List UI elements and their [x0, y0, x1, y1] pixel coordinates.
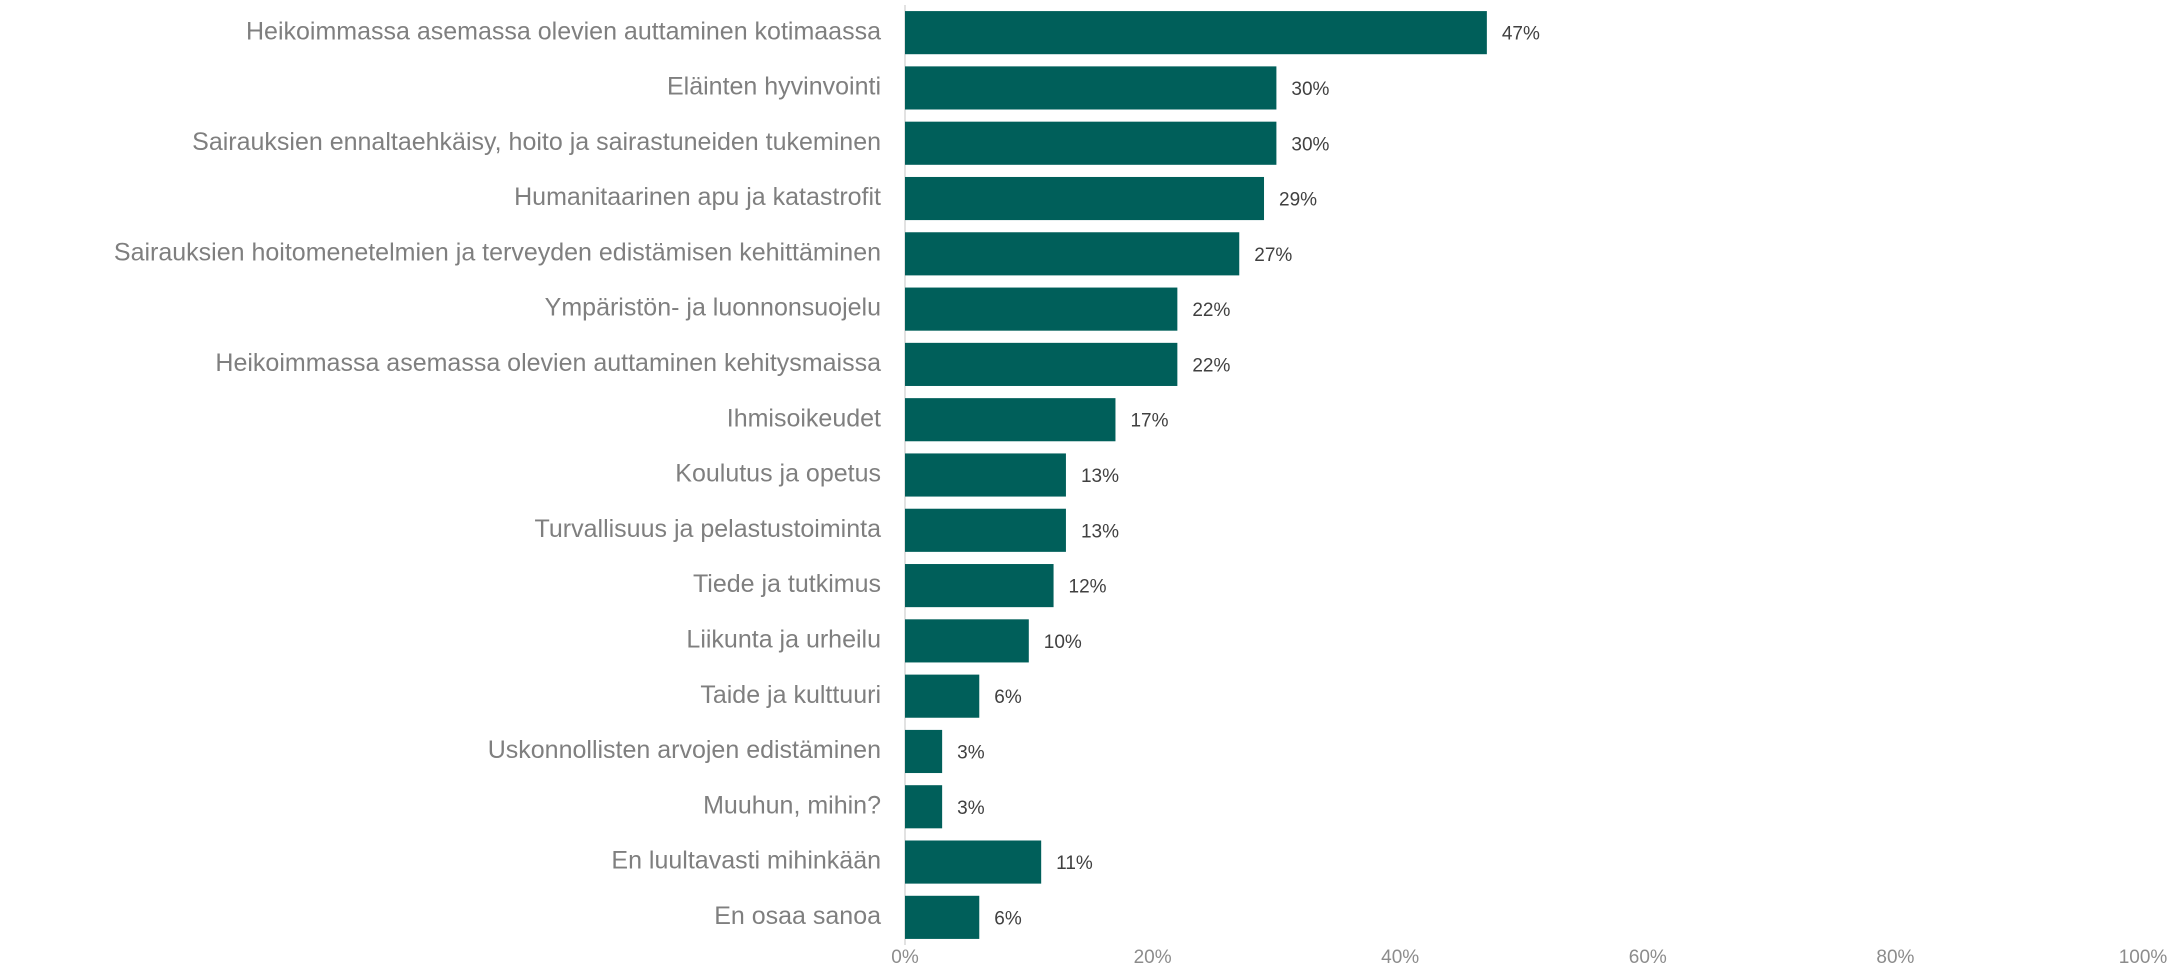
bar	[905, 729, 943, 774]
bar	[905, 508, 1066, 552]
value-label: 13%	[1081, 521, 1119, 542]
value-label: 47%	[1502, 24, 1540, 45]
value-label: 6%	[994, 687, 1022, 708]
category-label: Eläinten hyvinvointi	[667, 73, 881, 101]
bar	[905, 619, 1029, 663]
bar	[905, 785, 943, 829]
category-label: Heikoimmassa asemassa olevien auttaminen…	[215, 349, 881, 377]
category-label: Koulutus ja opetus	[675, 460, 881, 488]
value-label: 10%	[1044, 632, 1082, 653]
bar	[905, 895, 980, 939]
category-label: Humanitaarinen apu ja katastrofit	[514, 183, 881, 211]
category-label: Sairauksien ennaltaehkäisy, hoito ja sai…	[192, 128, 881, 156]
value-label: 3%	[957, 742, 985, 763]
value-label: 6%	[994, 908, 1022, 929]
category-label: Turvallisuus ja pelastustoiminta	[535, 515, 882, 543]
value-label: 30%	[1291, 134, 1329, 155]
bar	[905, 342, 1178, 386]
value-label: 17%	[1130, 411, 1168, 432]
category-label: Muuhun, mihin?	[703, 791, 881, 819]
bar	[905, 674, 980, 718]
bar	[905, 453, 1066, 497]
x-tick-label: 0%	[891, 947, 919, 968]
category-label: En luultavasti mihinkään	[611, 847, 881, 875]
value-label: 29%	[1279, 190, 1317, 211]
value-label: 30%	[1291, 79, 1329, 100]
bar	[905, 398, 1116, 442]
x-tick-label: 100%	[2119, 947, 2168, 968]
value-label: 3%	[957, 798, 985, 819]
value-label: 27%	[1254, 245, 1292, 266]
bar	[905, 121, 1277, 165]
value-label: 22%	[1192, 300, 1230, 321]
category-label: Liikunta ja urheilu	[686, 625, 881, 653]
category-label: Ihmisoikeudet	[727, 404, 881, 432]
category-label: En osaa sanoa	[714, 902, 881, 930]
value-label: 11%	[1056, 853, 1093, 874]
category-label: Uskonnollisten arvojen edistäminen	[488, 736, 881, 764]
bar	[905, 232, 1240, 276]
category-label: Ympäristön- ja luonnonsuojelu	[545, 294, 881, 322]
bar	[905, 840, 1042, 884]
x-tick-label: 60%	[1629, 947, 1667, 968]
bar	[905, 11, 1487, 55]
x-tick-label: 20%	[1134, 947, 1172, 968]
category-label: Sairauksien hoitomenetelmien ja terveyde…	[114, 238, 881, 266]
bar	[905, 176, 1265, 221]
value-label: 12%	[1069, 577, 1107, 598]
bar	[905, 66, 1277, 110]
value-label: 13%	[1081, 466, 1119, 487]
value-label: 22%	[1192, 355, 1230, 376]
x-tick-label: 80%	[1876, 947, 1914, 968]
category-label: Heikoimmassa asemassa olevien auttaminen…	[246, 17, 881, 45]
bar	[905, 564, 1054, 608]
category-label: Taide ja kulttuuri	[700, 681, 881, 709]
category-label: Tiede ja tutkimus	[693, 570, 881, 598]
bar	[905, 287, 1178, 331]
x-tick-label: 40%	[1381, 947, 1419, 968]
